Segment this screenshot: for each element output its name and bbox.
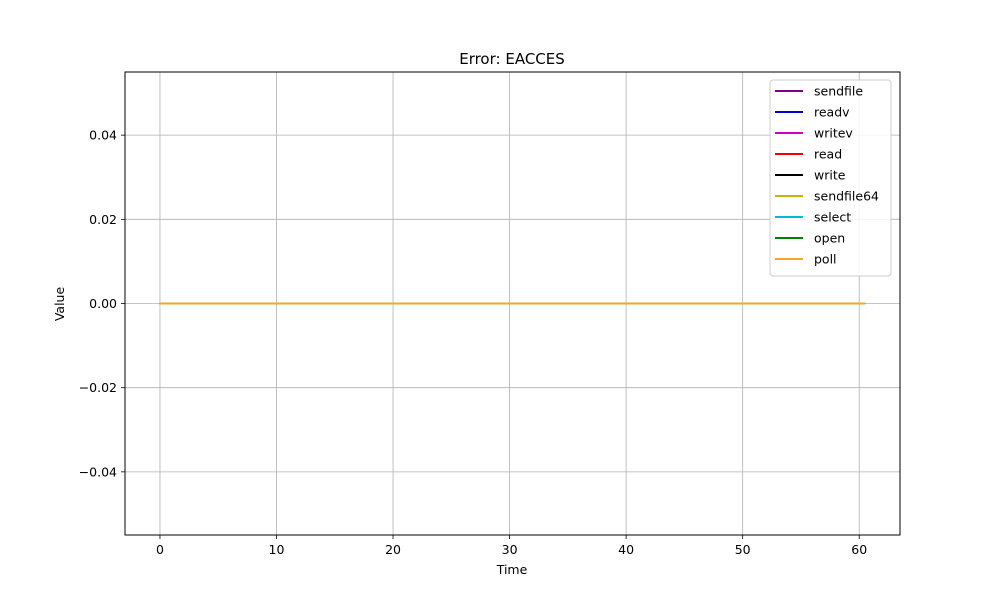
x-axis-label: Time [496,562,528,577]
x-tick-label: 60 [851,542,867,557]
x-tick-label: 50 [735,542,751,557]
y-tick-label: 0.04 [89,128,117,143]
legend-label-readv: readv [814,105,850,120]
y-axis-label: Value [52,287,67,322]
legend-label-poll: poll [814,252,837,267]
x-tick-label: 40 [618,542,634,557]
legend-label-open: open [814,231,845,246]
y-tick-label: 0.00 [89,296,117,311]
y-axis-ticks: −0.04 −0.02 0.00 0.02 0.04 [79,128,125,479]
x-tick-label: 30 [502,542,518,557]
chart-title: Error: EACCES [459,50,565,68]
legend: sendfile readv writev read write sendfile64 se… [769,79,892,277]
legend-label-write: write [814,168,846,183]
y-tick-label: −0.04 [79,464,117,479]
legend-label-writev: writev [814,126,853,141]
x-tick-label: 0 [156,542,164,557]
legend-label-sendfile64: sendfile64 [814,189,879,204]
y-tick-label: −0.02 [79,380,117,395]
legend-box [769,79,892,277]
legend-label-read: read [814,147,842,162]
x-axis-ticks: 0 10 20 30 40 50 60 [156,535,867,557]
legend-label-select: select [814,210,851,225]
y-tick-label: 0.02 [89,212,117,227]
x-tick-label: 10 [269,542,285,557]
x-tick-label: 20 [385,542,401,557]
legend-label-sendfile: sendfile [814,84,863,99]
